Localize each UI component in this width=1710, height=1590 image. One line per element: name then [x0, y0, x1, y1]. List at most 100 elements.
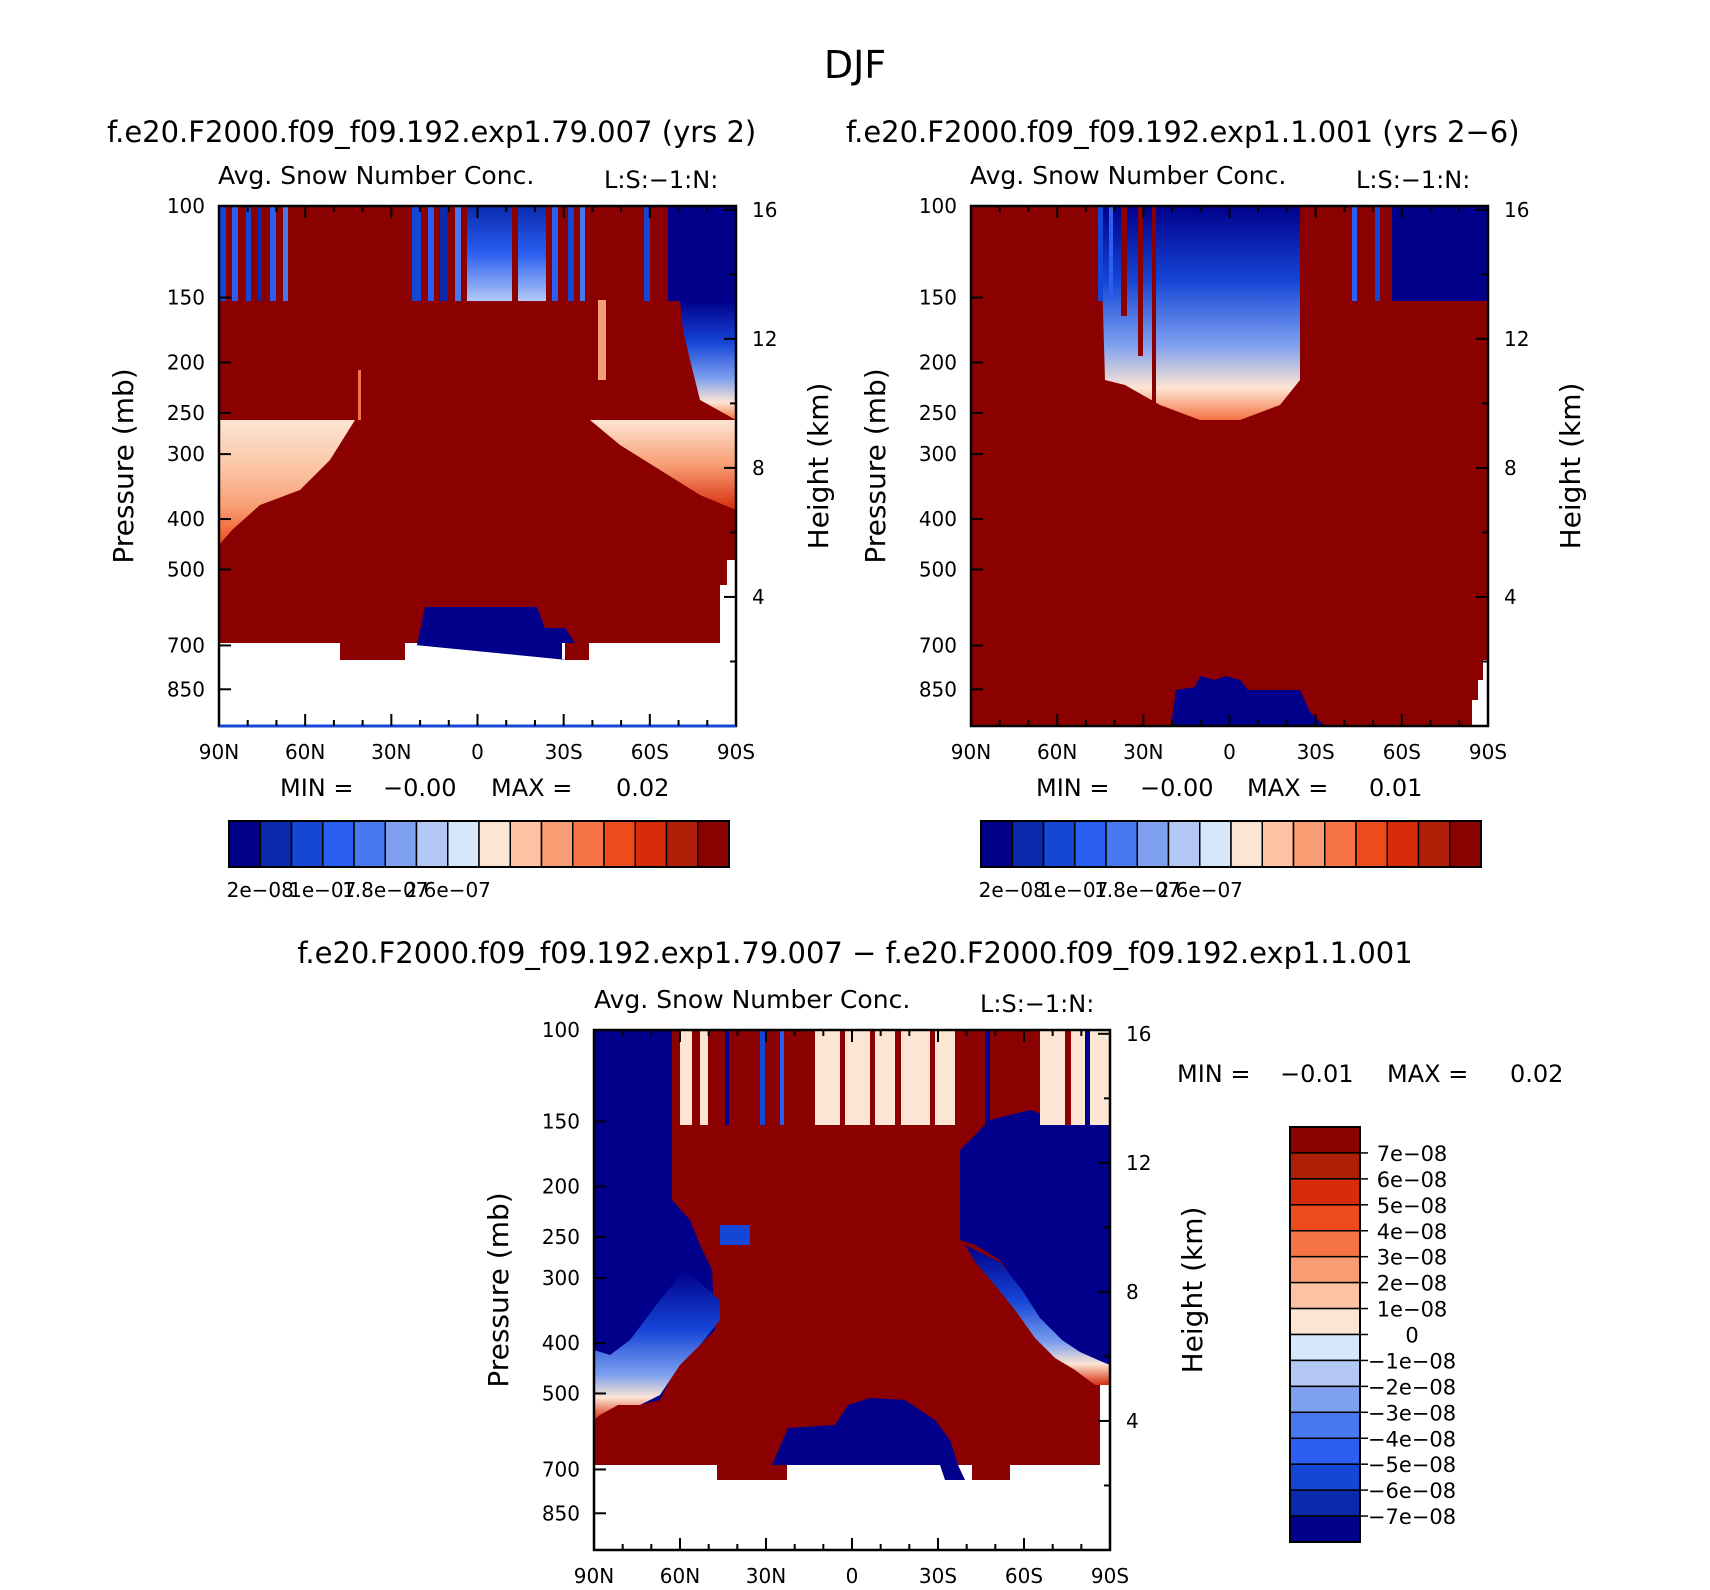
panel-diff-axes: 90N 60N 30N 0 30S 60S 90S 100 150 200 250 300 400 50…	[482, 1018, 1563, 1588]
field-region	[780, 1030, 784, 1125]
colorbar-box	[572, 820, 605, 868]
field-region	[700, 1030, 708, 1125]
colorbar-frame	[980, 820, 1482, 868]
field-region	[1138, 206, 1143, 356]
field-region	[680, 301, 736, 420]
colorbar-label: 1e−07	[289, 878, 356, 902]
colorbar-label: 1.8e−07	[342, 878, 428, 902]
colorbar-label: −3e−08	[1368, 1401, 1456, 1425]
panel-diff-field	[594, 1030, 1110, 1480]
x-tick-label: 60N	[660, 1564, 700, 1588]
field-region	[772, 1398, 965, 1480]
colorbar-box	[1289, 1411, 1361, 1439]
y-tick-label: 700	[919, 633, 957, 657]
panel-left-axes: 90N 60N 30N 0 30S 60S 90S 100 150 200 250 300 400 50…	[107, 194, 835, 802]
field-region	[358, 370, 361, 420]
colorbar-box	[980, 820, 1013, 868]
y2-tick-label: 8	[1504, 456, 1517, 480]
field-region	[644, 206, 650, 301]
colorbar-box	[1230, 820, 1263, 868]
panel-right-subtitle-right: L:S:−1:N:	[1356, 166, 1470, 194]
field-region	[840, 1030, 845, 1125]
min-value: −0.00	[1140, 774, 1214, 802]
field-region	[1335, 206, 1340, 326]
x-tick-label: 90N	[199, 740, 239, 764]
panel-diff-title: f.e20.F2000.f09_f09.192.exp1.79.007 − f.…	[297, 936, 1412, 970]
field-region	[1100, 206, 1300, 420]
y-tick-label: 400	[919, 507, 957, 531]
field-region	[552, 206, 558, 301]
field-region	[1040, 1030, 1110, 1125]
colorbar-box	[1292, 820, 1326, 868]
colorbar-box	[290, 820, 324, 868]
field-region	[1318, 206, 1324, 406]
panel-diff-subtitle-right: L:S:−1:N:	[980, 990, 1094, 1018]
colorbar-box	[1136, 820, 1170, 868]
y2-tick-label: 8	[1126, 1280, 1139, 1304]
y2-tick-label: 4	[1504, 585, 1517, 609]
y-tick-label: 300	[919, 442, 957, 466]
field-region	[971, 206, 1488, 726]
x-tick-label: 90S	[1091, 1564, 1129, 1588]
colorbar-box	[228, 820, 261, 868]
panel-diff: f.e20.F2000.f09_f09.192.exp1.79.007 − f.…	[297, 936, 1563, 1588]
field-region	[283, 206, 288, 301]
field-region	[270, 206, 276, 301]
colorbar-box	[1289, 1515, 1361, 1543]
y2-tick-label: 16	[1126, 1022, 1151, 1046]
x-tick-label: 90N	[951, 740, 991, 764]
colorbar-label: 2e−08	[1377, 1272, 1448, 1296]
colorbar-label: 2.6e−07	[1157, 878, 1243, 902]
colorbar-box	[1355, 820, 1388, 868]
colorbar-box	[603, 820, 636, 868]
colorbar-box	[697, 820, 730, 868]
panel-right-axes: 90N 60N 30N 0 30S 60S 90S 100 150 200 250 300 400 50…	[859, 194, 1587, 802]
y-tick-label: 150	[167, 286, 205, 310]
max-value: 0.02	[616, 774, 669, 802]
colorbar-label: −4e−08	[1368, 1427, 1456, 1451]
min-label: MIN =	[280, 774, 353, 802]
y-tick-label: 400	[167, 507, 205, 531]
colorbar-label: 2e−08	[979, 878, 1046, 902]
panel-diff-subtitle: Avg. Snow Number Conc.	[594, 985, 910, 1014]
panel-right-subtitle: Avg. Snow Number Conc.	[970, 161, 1286, 190]
colorbar-box	[1105, 820, 1138, 868]
colorbar-box	[509, 820, 543, 868]
colorbar-box	[322, 820, 355, 868]
y-tick-label: 500	[542, 1381, 580, 1405]
field-region	[895, 1030, 901, 1125]
max-label: MAX =	[1247, 774, 1328, 802]
field-region	[1171, 676, 1325, 726]
colorbar-frame	[228, 820, 730, 868]
min-label: MIN =	[1036, 774, 1109, 802]
field-region	[246, 206, 251, 301]
colorbar-box	[540, 820, 574, 868]
max-value: 0.01	[1369, 774, 1422, 802]
y2-tick-label: 16	[1504, 198, 1529, 222]
colorbar-label: 1e−07	[1041, 878, 1108, 902]
colorbar-label: 7e−08	[1377, 1142, 1448, 1166]
colorbar-box	[1289, 1359, 1361, 1388]
x-tick-label: 60S	[631, 740, 669, 764]
colorbar-label: −7e−08	[1368, 1505, 1456, 1529]
y-tick-label: 100	[919, 194, 957, 218]
colorbar-box	[353, 820, 386, 868]
field-region	[258, 206, 262, 301]
y-tick-label: 250	[167, 401, 205, 425]
colorbar-box	[1074, 820, 1107, 868]
colorbar-box	[1199, 820, 1232, 868]
field-region	[1300, 206, 1305, 366]
colorbar-box	[1261, 820, 1295, 868]
field-region	[590, 420, 736, 510]
field-region	[598, 300, 606, 380]
field-region	[1085, 1030, 1090, 1125]
field-region	[1152, 206, 1156, 406]
x-tick-label: 30N	[1123, 740, 1163, 764]
y-tick-label: 300	[542, 1266, 580, 1290]
x-tick-label: 60N	[285, 740, 325, 764]
panel-right: f.e20.F2000.f09_f09.192.exp1.1.001 (yrs …	[846, 115, 1587, 902]
colorbar-label: −6e−08	[1368, 1479, 1456, 1503]
y-axis-label: Pressure (mb)	[107, 368, 140, 563]
panel-left-title: f.e20.F2000.f09_f09.192.exp1.79.007 (yrs…	[107, 115, 756, 149]
